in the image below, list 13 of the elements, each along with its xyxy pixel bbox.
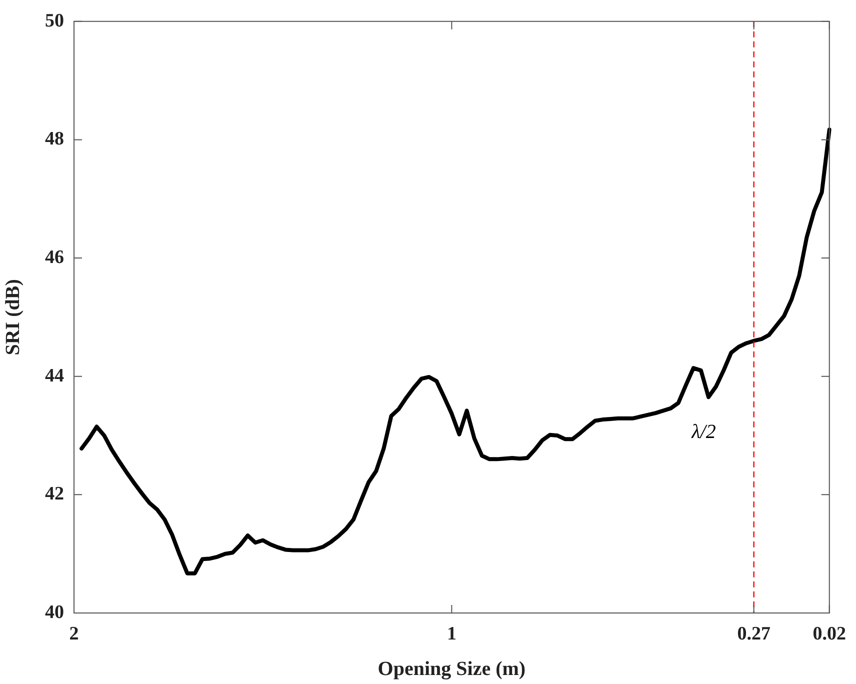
- y-axis-title: SRI (dB): [2, 279, 24, 356]
- x-axis-title: Opening Size (m): [378, 658, 526, 680]
- x-tick-label: 0.27: [737, 623, 771, 644]
- y-tick-label: 48: [45, 128, 64, 150]
- y-tick-label: 42: [45, 484, 64, 505]
- x-tick-label: 0.02: [812, 623, 846, 644]
- y-tick-label: 50: [45, 10, 64, 32]
- ref-line-label: λ/2: [690, 420, 716, 443]
- y-tick-label: 40: [45, 602, 64, 623]
- x-tick-label: 2: [69, 623, 79, 644]
- y-tick-label: 46: [45, 246, 64, 268]
- x-tick-label: 1: [446, 623, 456, 644]
- y-tick-label: 44: [45, 365, 64, 386]
